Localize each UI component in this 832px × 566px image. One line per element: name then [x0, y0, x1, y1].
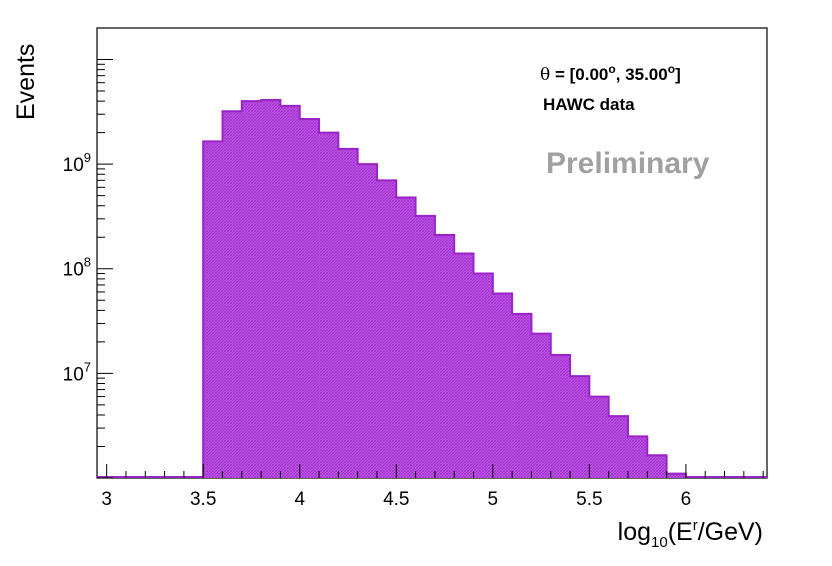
histogram-bar	[212, 141, 223, 479]
histogram-bar	[386, 180, 397, 478]
histogram-bar	[627, 436, 638, 478]
dataset-label: HAWC data	[543, 95, 635, 114]
histogram-bar	[328, 132, 339, 478]
histogram-bar	[222, 111, 233, 478]
histogram-bar	[599, 396, 609, 478]
histogram-bar	[309, 118, 320, 479]
x-tick-label: 5.5	[576, 489, 602, 510]
histogram-bar	[280, 105, 291, 478]
histogram-bar	[589, 396, 600, 478]
histogram-bar	[261, 100, 272, 478]
histogram-bar	[396, 197, 407, 479]
histogram-bars	[97, 99, 767, 479]
histogram-bar	[319, 132, 330, 478]
x-tick-label: 4.5	[383, 489, 409, 510]
histogram-bar	[299, 118, 310, 479]
histogram-bar	[415, 215, 426, 478]
y-axis-title: Events	[12, 44, 40, 120]
histogram-bar	[241, 101, 252, 479]
histogram-bar	[541, 333, 552, 478]
theta-range-annotation: θ = [0.00o, 35.00o]	[540, 62, 681, 85]
histogram-bar	[444, 235, 455, 478]
histogram-bar	[367, 164, 378, 478]
histogram-bar	[425, 215, 436, 478]
histogram-bar	[502, 293, 513, 478]
histogram-bar	[550, 354, 561, 478]
x-tick-label: 6	[681, 489, 692, 510]
x-axis-title: log10(Er/GeV)	[618, 517, 763, 551]
histogram-bar	[376, 180, 387, 478]
histogram-bar	[270, 100, 281, 478]
histogram-bar	[473, 273, 484, 478]
histogram-bar	[357, 164, 368, 478]
histogram-bar	[463, 253, 474, 478]
histogram-bar	[608, 416, 619, 478]
histogram-bar	[637, 436, 648, 478]
y-axis-ticks: 107 108 109	[63, 27, 113, 479]
histogram-bar	[405, 197, 416, 479]
histogram-bar	[290, 105, 301, 478]
y-tick-label: 108	[63, 255, 91, 281]
histogram-bar	[656, 455, 667, 478]
histogram-bar	[618, 416, 629, 478]
x-tick-label: 3	[101, 489, 112, 510]
x-tick-label: 4	[294, 489, 305, 510]
histogram-bar	[560, 354, 571, 478]
histogram-bar	[666, 473, 677, 478]
x-axis-ticks: 3 3.5 4 4.5 5 5.5 6	[101, 464, 764, 510]
histogram-bar	[512, 313, 523, 478]
histogram-bar	[492, 293, 503, 478]
histogram-bar	[338, 148, 349, 478]
y-tick-label: 109	[63, 150, 91, 176]
histogram-bar	[251, 101, 262, 479]
histogram-bar	[570, 376, 581, 478]
histogram-bar	[434, 235, 445, 478]
x-tick-label: 5	[488, 489, 499, 510]
histogram-bar	[348, 148, 358, 478]
preliminary-watermark: Preliminary	[546, 147, 710, 180]
histogram-bar	[579, 376, 590, 478]
y-tick-label: 107	[63, 359, 91, 385]
x-tick-label: 3.5	[190, 489, 216, 510]
histogram-bar	[676, 473, 687, 478]
histogram-bar	[531, 333, 542, 478]
histogram-bar	[454, 253, 465, 478]
histogram-bar	[521, 313, 532, 478]
histogram-bar	[203, 141, 214, 479]
histogram-outline	[97, 99, 767, 478]
histogram-bar	[232, 111, 243, 478]
histogram-bar	[483, 273, 494, 478]
histogram-bar	[647, 455, 658, 478]
